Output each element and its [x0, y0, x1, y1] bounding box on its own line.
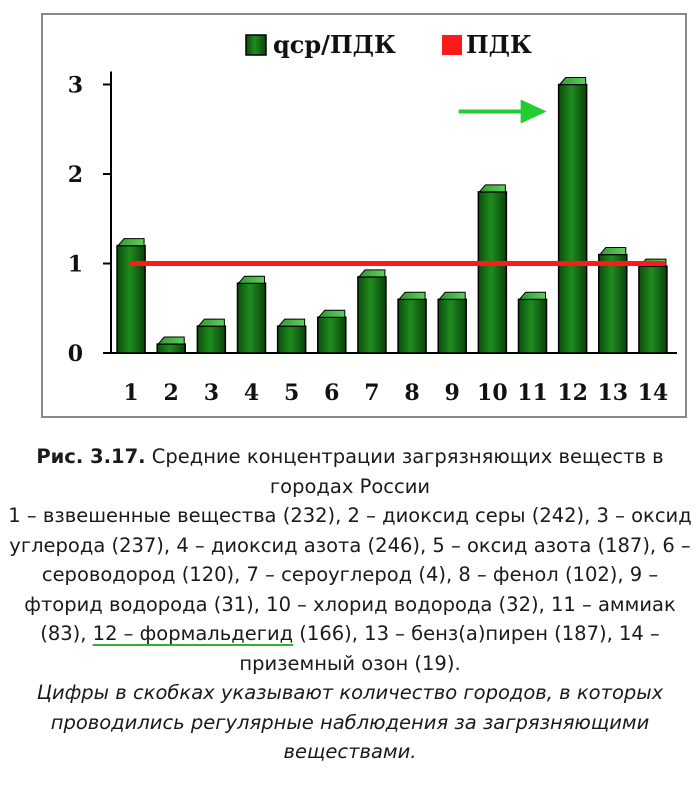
x-tick-label: 7 [364, 380, 379, 406]
bar-top-1 [116, 238, 145, 247]
x-tick-label: 9 [445, 380, 460, 406]
legend-items-part3a: 11 – аммиак (83), [40, 592, 676, 646]
bar-top-2 [157, 336, 185, 345]
y-tick-label: 0 [68, 341, 83, 367]
annotation [458, 99, 547, 124]
bar-top-10 [478, 184, 506, 193]
y-tick-label: 3 [68, 73, 83, 99]
bar-4 [236, 282, 267, 354]
x-tick-label: 14 [638, 380, 669, 406]
figure-label: Рис. 3.17. [36, 445, 146, 468]
x-tick-label: 5 [284, 380, 299, 406]
legend-items-part4: 13 – бенз(а)пирен (187), 14 – приземный … [239, 622, 660, 675]
x-tick-label: 2 [164, 380, 179, 406]
highlighted-item: 12 – формальдегид [92, 622, 294, 645]
figure-caption: Рис. 3.17. Средние концентрации загрязня… [0, 442, 700, 767]
bar-top-11 [518, 291, 546, 300]
bar-7 [357, 276, 387, 354]
bar-10 [477, 191, 508, 354]
y-tick-labels: 0 1 2 3 [68, 73, 83, 368]
bar-9 [437, 298, 467, 354]
x-tick-label: 11 [517, 380, 548, 406]
y-tick-label: 1 [68, 252, 83, 278]
legend-items-part1: 1 – взвешенные вещества (232), 2 – диокс… [8, 504, 692, 586]
x-tick-label: 6 [324, 380, 339, 406]
bar-top-9 [438, 291, 466, 300]
bar-2 [156, 343, 186, 354]
x-tick-label: 3 [204, 380, 219, 406]
axes [103, 71, 677, 354]
bar-6 [317, 316, 347, 354]
bar-8 [397, 298, 427, 354]
x-tick-label: 4 [244, 380, 259, 406]
bar-top-5 [277, 318, 306, 327]
legend-items-part2: 7 – сероуглерод (4), 8 – фенол (102), 9 … [24, 563, 659, 616]
figure-title: Средние концентрации загрязняющих вещест… [145, 445, 664, 498]
bar-top-12 [558, 77, 587, 85]
bar-12 [557, 83, 588, 354]
x-tick-label: 13 [597, 380, 628, 406]
y-tick-label: 2 [68, 162, 83, 188]
bar-3 [196, 325, 227, 354]
bar-5 [276, 325, 307, 354]
x-tick-label: 10 [477, 380, 508, 406]
legend: qср/ПДК ПДК [245, 30, 532, 59]
bar-top-3 [197, 318, 225, 327]
bar-13 [598, 253, 628, 354]
legend-swatch-reference [442, 35, 462, 55]
bar-top-6 [317, 309, 346, 318]
arrow-head [520, 99, 547, 124]
x-tick-label: 1 [123, 380, 138, 406]
legend-label-series: qср/ПДК [273, 30, 396, 59]
bar-top-13 [598, 247, 627, 256]
bar-top-7 [357, 269, 386, 278]
bar-top-4 [237, 275, 265, 284]
bar-top-8 [397, 291, 426, 300]
legend-items-part3b: (166), [293, 622, 358, 645]
bar-11 [517, 298, 548, 354]
bars [116, 77, 668, 354]
x-tick-label: 12 [557, 380, 588, 406]
legend-label-reference: ПДК [466, 30, 532, 59]
caption-note: Цифры в скобках указывают количество гор… [36, 681, 664, 763]
legend-swatch-series [245, 34, 267, 56]
bar-14 [638, 265, 668, 354]
x-tick-labels: 1 2 3 4 5 6 7 8 9 10 11 12 13 14 [123, 380, 668, 406]
x-tick-label: 8 [404, 380, 419, 406]
